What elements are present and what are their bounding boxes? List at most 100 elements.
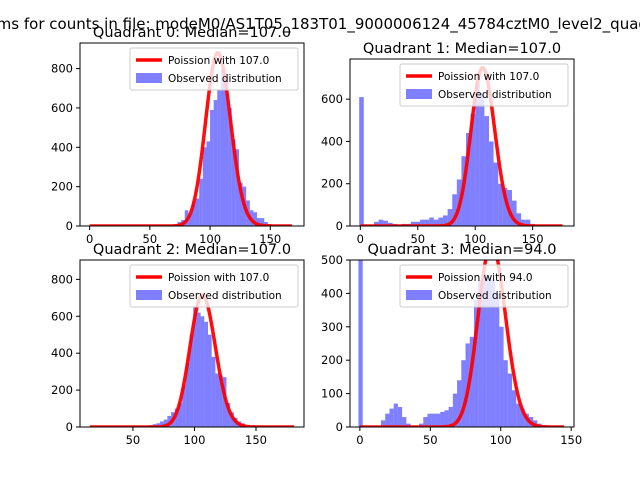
histogram-bar xyxy=(420,219,425,226)
histogram-bar xyxy=(447,209,453,226)
histogram-bar xyxy=(507,373,513,427)
histogram-bar xyxy=(493,162,499,226)
histogram-bar xyxy=(160,421,164,427)
histogram-bar xyxy=(163,419,168,427)
legend-label-fit: Poission with 107.0 xyxy=(168,272,269,284)
histogram-bar xyxy=(498,183,503,226)
histogram-bar xyxy=(470,113,476,226)
histogram-bar xyxy=(193,307,197,427)
histogram-bar xyxy=(385,413,390,427)
histogram-bar xyxy=(429,217,434,226)
histogram-bar xyxy=(230,412,234,427)
legend-box xyxy=(399,63,569,107)
histogram-bar xyxy=(359,97,364,226)
y-tick-label: 200 xyxy=(51,180,73,194)
x-tick-label: 0 xyxy=(356,433,363,447)
histogram-bar xyxy=(516,403,521,427)
panel-title: Quadrant 3: Median=94.0 xyxy=(368,242,557,258)
legend-label-observed: Observed distribution xyxy=(168,290,282,302)
histogram-bar xyxy=(444,410,449,427)
y-tick-label: 0 xyxy=(336,420,343,434)
legend-label-observed: Observed distribution xyxy=(438,290,552,302)
histogram-bar xyxy=(228,107,232,226)
histogram-bar xyxy=(423,416,428,427)
x-tick-label: 150 xyxy=(259,232,281,246)
histogram-bar xyxy=(490,280,496,427)
histogram-bar xyxy=(457,380,462,427)
histogram-bar xyxy=(253,212,258,226)
quadrant-3-panel: 0 50 100 150 0 100 200 300 400 500 Quadrant 3: Med… xyxy=(321,242,582,447)
figure-title: Histograms for counts in file: modeM0/AS… xyxy=(0,15,640,34)
plot-area xyxy=(89,51,293,226)
histogram-bar xyxy=(206,141,211,226)
histogram-bar xyxy=(192,202,196,226)
legend-bar-swatch xyxy=(406,290,432,300)
histogram-bar xyxy=(378,219,384,226)
histogram-bar xyxy=(174,408,179,427)
histogram-bar xyxy=(189,334,194,427)
histogram-bar xyxy=(220,68,225,226)
histogram-bar xyxy=(520,408,525,427)
histogram-bar xyxy=(525,219,531,226)
x-tick-label: 50 xyxy=(423,433,438,447)
histogram-bar xyxy=(217,90,221,226)
y-tick-label: 0 xyxy=(66,420,73,434)
y-tick-label: 800 xyxy=(51,62,73,76)
x-tick-label: 100 xyxy=(183,433,205,447)
y-tick-label: 600 xyxy=(51,309,73,323)
histogram-bar xyxy=(211,356,216,427)
histogram-bar xyxy=(475,82,480,226)
x-tick-label: 150 xyxy=(245,433,267,447)
histogram-bar xyxy=(185,362,190,427)
legend: Poission with 107.0 Observed distribution xyxy=(129,264,299,308)
panel-title: Quadrant 2: Median=107.0 xyxy=(93,242,291,258)
histogram-bar xyxy=(502,187,508,226)
axes-frame xyxy=(79,42,305,227)
x-tick-label: 100 xyxy=(490,433,512,447)
histogram-bar xyxy=(452,194,457,226)
histogram-bar xyxy=(208,334,212,427)
histogram-bar xyxy=(433,219,439,226)
histogram-bar xyxy=(199,178,203,226)
legend-box xyxy=(129,47,299,91)
histogram-bar xyxy=(488,141,494,226)
histogram-bar xyxy=(478,280,483,427)
histogram-bar xyxy=(195,198,200,226)
histogram-bar xyxy=(495,293,500,427)
y-tick-label: 300 xyxy=(321,320,343,334)
x-tick-label: 150 xyxy=(560,433,582,447)
histogram-bar xyxy=(196,312,201,427)
histogram-bar xyxy=(182,384,186,427)
y-tick-label: 400 xyxy=(51,140,73,154)
histogram-bar xyxy=(484,116,489,226)
histogram-bar xyxy=(452,393,458,427)
axes-frame xyxy=(349,259,575,428)
y-tick-label: 100 xyxy=(321,387,343,401)
histogram-bar xyxy=(443,215,448,226)
panel-title: Quadrant 0: Median=107.0 xyxy=(93,25,291,41)
y-tick-label: 200 xyxy=(51,383,73,397)
panel-title: Quadrant 1: Median=107.0 xyxy=(363,41,561,57)
plot-area xyxy=(89,293,295,427)
histogram-bar xyxy=(402,416,407,427)
y-tick-label: 0 xyxy=(66,219,73,233)
histogram-bar xyxy=(393,403,398,427)
x-tick-label: 100 xyxy=(199,232,221,246)
histogram-bar xyxy=(178,403,183,427)
legend-label-observed: Observed distribution xyxy=(168,73,282,85)
histogram-bar xyxy=(486,276,491,427)
legend: Poission with 107.0 Observed distribution xyxy=(129,47,299,91)
histogram-bar xyxy=(479,92,485,226)
legend-box xyxy=(129,264,299,308)
histogram-bar xyxy=(167,415,172,427)
histogram-bar xyxy=(473,300,479,427)
histogram-bar xyxy=(260,218,265,226)
histogram-bar xyxy=(469,336,474,427)
histogram-bar xyxy=(226,403,231,427)
histogram-bar xyxy=(516,213,522,226)
histogram-bar xyxy=(410,221,416,226)
histogram-bar xyxy=(438,217,444,226)
x-tick-label: 50 xyxy=(410,232,425,246)
histogram-bar xyxy=(238,182,243,226)
histogram-bar xyxy=(448,406,453,427)
